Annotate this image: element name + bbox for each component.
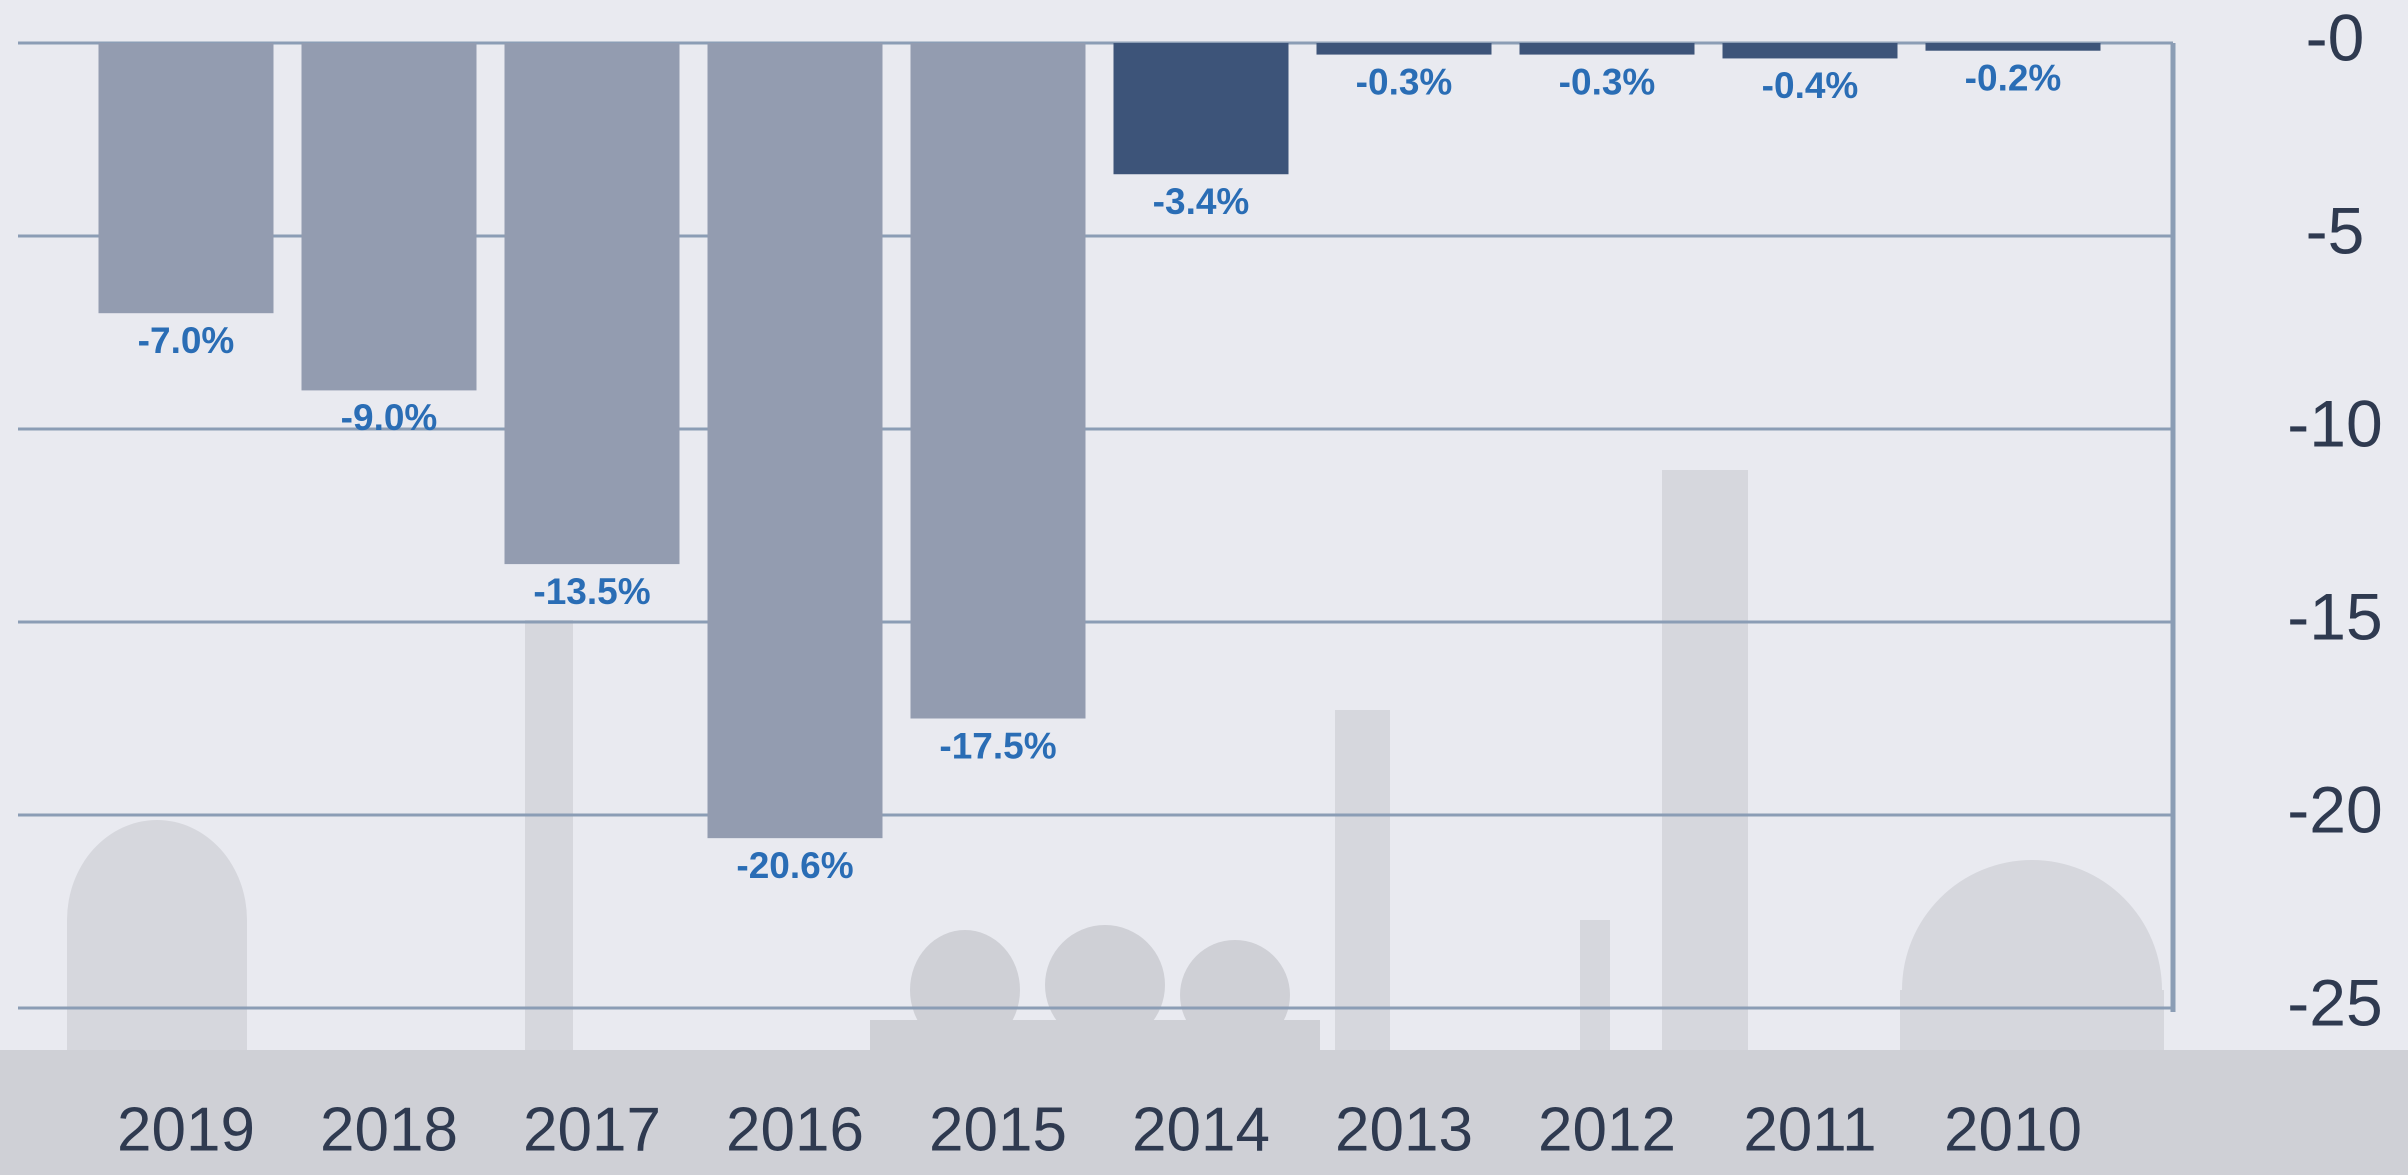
chart: -0 -5 -10 -15 -20 -25 -7.0% 2019 -9.0% 2018 -13.5%… (0, 0, 2408, 1175)
value-label: -0.2% (1965, 58, 2062, 99)
bar (708, 43, 883, 838)
bar (505, 43, 680, 564)
y-tick-label: -25 (2287, 965, 2382, 1039)
x-tick-label: 2011 (1743, 1095, 1876, 1164)
bar (911, 43, 1086, 719)
x-tick-label: 2019 (117, 1095, 255, 1164)
bar (1723, 43, 1898, 58)
bar (99, 43, 274, 313)
page: {"chart_data": {"type": "bar", "categori… (0, 0, 2408, 1175)
bar (1520, 43, 1695, 55)
y-tick-label: -20 (2287, 772, 2382, 846)
x-tick-label: 2010 (1944, 1095, 2082, 1164)
x-tick-label: 2018 (320, 1095, 458, 1164)
bar (1114, 43, 1289, 174)
value-label: -3.4% (1153, 181, 1250, 222)
x-tick-label: 2015 (929, 1095, 1067, 1164)
skyline-background (0, 470, 2408, 1175)
bar (302, 43, 477, 390)
y-tick-label: -0 (2306, 0, 2365, 74)
x-tick-label: 2016 (726, 1095, 864, 1164)
y-tick-label: -15 (2287, 579, 2382, 653)
x-tick-label: 2013 (1335, 1095, 1473, 1164)
value-label: -9.0% (341, 397, 438, 438)
value-label: -17.5% (939, 725, 1056, 766)
bar (1317, 43, 1492, 55)
value-label: -20.6% (736, 845, 853, 886)
x-tick-label: 2017 (523, 1095, 661, 1164)
value-label: -0.3% (1559, 61, 1656, 102)
value-label: -0.3% (1356, 61, 1453, 102)
y-tick-label: -5 (2306, 193, 2365, 267)
x-tick-label: 2012 (1538, 1095, 1676, 1164)
x-tick-label: 2014 (1132, 1095, 1270, 1164)
value-label: -0.4% (1762, 65, 1859, 106)
bar (1926, 43, 2101, 51)
value-label: -7.0% (138, 320, 235, 361)
y-tick-label: -10 (2287, 386, 2382, 460)
value-label: -13.5% (533, 571, 650, 612)
